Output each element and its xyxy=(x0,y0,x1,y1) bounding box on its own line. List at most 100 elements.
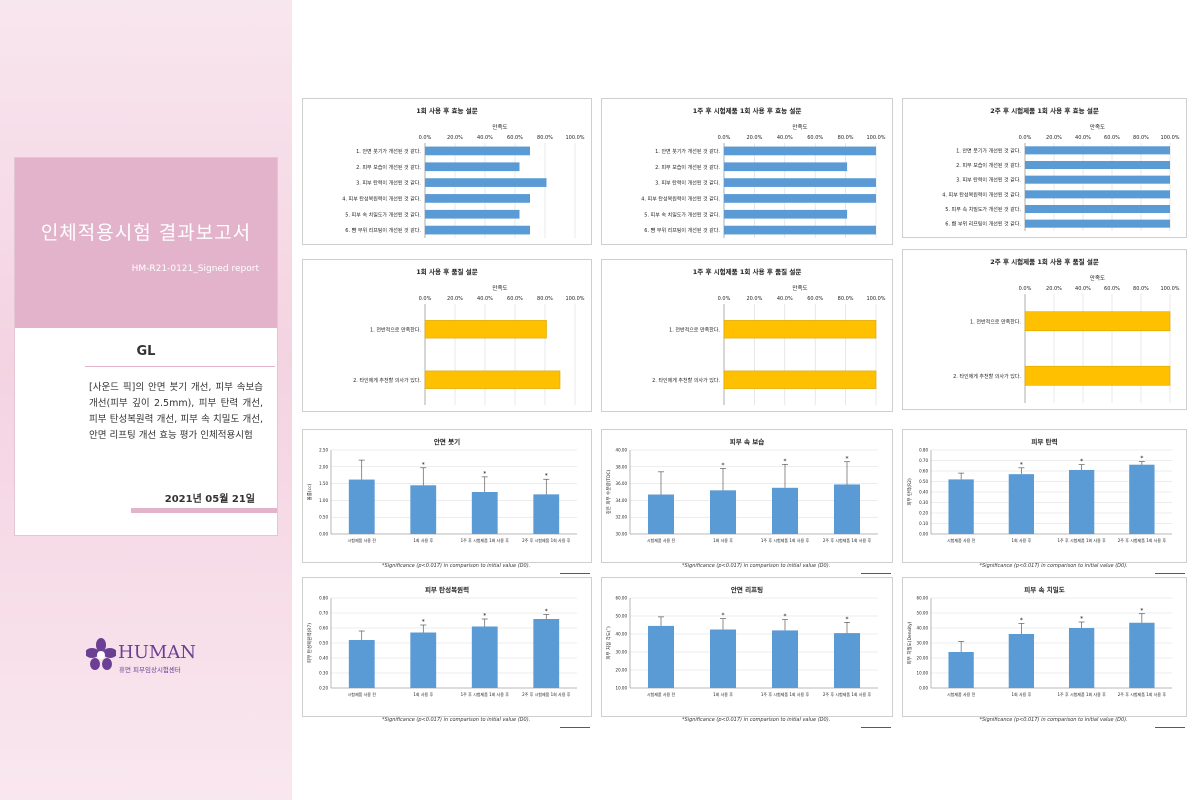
x-tick-label: 100.0% xyxy=(1160,286,1179,292)
category-label: 2. 타인에게 추천할 의사가 있다. xyxy=(953,373,1021,380)
x-tick-label: 1주 후 시험제품 1회 사용 후 xyxy=(761,537,810,543)
y-tick-label: 0.30 xyxy=(919,500,928,505)
bar xyxy=(647,625,675,688)
x-tick-label: 100.0% xyxy=(565,296,584,302)
bar xyxy=(1025,160,1170,170)
chart-panel: 1회 사용 후 품질 설문 만족도 0.0% 20.0% 40.0% 60.0% 80.0%… xyxy=(302,259,592,412)
y-tick-label: 0.60 xyxy=(319,626,328,631)
bar xyxy=(1068,628,1095,688)
chart-panel: 2주 후 시험제품 1회 사용 후 품질 설문 만족도 0.0% 20.0% 40.0%… xyxy=(902,249,1187,410)
bar xyxy=(1024,365,1171,386)
chart-title: 1주 후 시험제품 1회 사용 후 품질 설문 xyxy=(693,267,802,276)
bar xyxy=(471,492,498,534)
x-tick-label: 1회 사용 후 xyxy=(1011,691,1031,697)
y-tick-label: 60.00 xyxy=(917,596,929,601)
y-tick-label: 10.00 xyxy=(917,671,929,676)
bar xyxy=(533,494,560,534)
x-tick-label: 80.0% xyxy=(838,135,854,141)
x-tick-label: 1회 사용 후 xyxy=(413,691,433,697)
x-axis-label: 만족도 xyxy=(792,123,807,131)
bar xyxy=(1129,464,1155,534)
y-tick-label: 40.00 xyxy=(917,626,929,631)
bar xyxy=(425,194,530,203)
bar xyxy=(410,632,437,688)
y-tick-label: 34.00 xyxy=(616,498,628,503)
category-label: 1. 안면 붓기가 개선된 것 같다. xyxy=(655,148,720,155)
date-underline xyxy=(131,508,277,513)
bar xyxy=(471,626,498,688)
y-tick-label: 0.30 xyxy=(319,671,328,676)
bar xyxy=(724,178,876,187)
y-tick-label: 0.00 xyxy=(919,686,928,691)
chart-title: 2주 후 시험제품 1회 사용 후 품질 설문 xyxy=(990,257,1099,266)
bar xyxy=(425,146,530,156)
bar xyxy=(348,640,375,688)
bar xyxy=(1025,219,1170,228)
chart-svg: 안면 붓기 0.00 0.50 1.00 1.50 2.00 2.50 볼륨(cc) 시험제품 … xyxy=(306,437,577,543)
y-tick-label: 0.70 xyxy=(319,611,328,616)
y-tick-label: 38.00 xyxy=(616,464,628,469)
category-label: 1. 전반적으로 만족한다. xyxy=(669,326,720,333)
client-name: GL xyxy=(136,344,156,359)
x-tick-label: 0.0% xyxy=(1019,286,1032,292)
x-tick-label: 0.0% xyxy=(419,135,432,141)
x-tick-label: 80.0% xyxy=(1133,135,1149,141)
category-label: 5. 피부 속 치밀도가 개선된 것 같다. xyxy=(945,206,1021,213)
x-tick-label: 2주 후 시험제품 1회 사용 후 xyxy=(522,691,571,697)
bar xyxy=(1024,311,1171,332)
x-tick-label: 80.0% xyxy=(838,296,854,302)
x-tick-label: 20.0% xyxy=(1046,286,1062,292)
x-axis-label: 만족도 xyxy=(1090,123,1105,131)
divider xyxy=(85,366,275,367)
x-tick-label: 60.0% xyxy=(1104,286,1120,292)
x-axis-label: 만족도 xyxy=(492,123,507,131)
y-tick-label: 0.00 xyxy=(319,532,328,537)
x-tick-label: 20.0% xyxy=(1046,135,1062,141)
chart-panel: 1주 후 시험제품 1회 사용 후 효능 설문 만족도 0.0% 20.0% 40.0%… xyxy=(601,98,893,245)
report-subtitle: HM-R21-0121_Signed report xyxy=(131,264,259,274)
x-axis-label: 만족도 xyxy=(1090,274,1105,282)
y-tick-label: 0.00 xyxy=(919,532,928,537)
x-tick-label: 100.0% xyxy=(1160,135,1179,141)
x-tick-label: 1주 후 시험제품 1회 사용 후 xyxy=(461,537,510,543)
bar xyxy=(1008,474,1035,534)
chart-title: 안면 리프팅 xyxy=(731,585,763,594)
chart-title: 피부 탄성복원력 xyxy=(425,585,469,594)
chart-panel: 피부 속 보습 30.00 32.00 34.00 36.00 38.00 40.00 깊은 … xyxy=(601,429,893,563)
bar xyxy=(424,320,547,339)
significance-marker: * xyxy=(422,619,425,626)
chart-panel: 피부 속 치밀도 0.00 10.00 20.00 30.00 40.00 50.00 60.… xyxy=(902,577,1187,717)
bar xyxy=(833,484,861,534)
bar xyxy=(410,485,437,534)
bar xyxy=(771,487,799,534)
chart-title: 피부 탄력 xyxy=(1031,437,1057,446)
chart-title: 피부 속 치밀도 xyxy=(1024,585,1064,594)
y-axis-label: 깊은 피부 수분량(TDC) xyxy=(605,469,612,514)
chart-title: 1회 사용 후 효능 설문 xyxy=(416,106,477,115)
significance-marker: * xyxy=(545,608,548,615)
y-tick-label: 32.00 xyxy=(616,515,628,520)
y-tick-label: 0.40 xyxy=(319,656,328,661)
x-tick-label: 1회 사용 후 xyxy=(1011,537,1031,543)
cover-header: 인체적용시험 결과보고서 HM-R21-0121_Signed report xyxy=(15,158,277,328)
y-tick-label: 50.00 xyxy=(917,611,929,616)
y-tick-label: 60.00 xyxy=(616,596,628,601)
x-tick-label: 2주 후 시험제품 1회 사용 후 xyxy=(522,537,571,543)
x-tick-label: 20.0% xyxy=(447,296,463,302)
x-tick-label: 80.0% xyxy=(537,135,553,141)
x-axis-label: 만족도 xyxy=(792,284,807,292)
y-tick-label: 0.50 xyxy=(319,515,328,520)
bar xyxy=(833,633,861,688)
bar xyxy=(425,209,520,219)
y-tick-label: 30.00 xyxy=(616,532,628,537)
logo-subtitle: 휴먼 피부임상시험센터 xyxy=(119,666,181,674)
x-tick-label: 2주 후 시험제품 1회 사용 후 xyxy=(1118,537,1167,543)
chart-svg: 피부 속 치밀도 0.00 10.00 20.00 30.00 40.00 50.00 60.… xyxy=(906,585,1172,697)
y-tick-label: 1.00 xyxy=(319,498,328,503)
bar xyxy=(724,146,876,156)
category-label: 5. 피부 속 치밀도가 개선된 것 같다. xyxy=(345,211,421,218)
category-label: 4. 피부 탄성복원력이 개선된 것 같다. xyxy=(641,195,720,202)
